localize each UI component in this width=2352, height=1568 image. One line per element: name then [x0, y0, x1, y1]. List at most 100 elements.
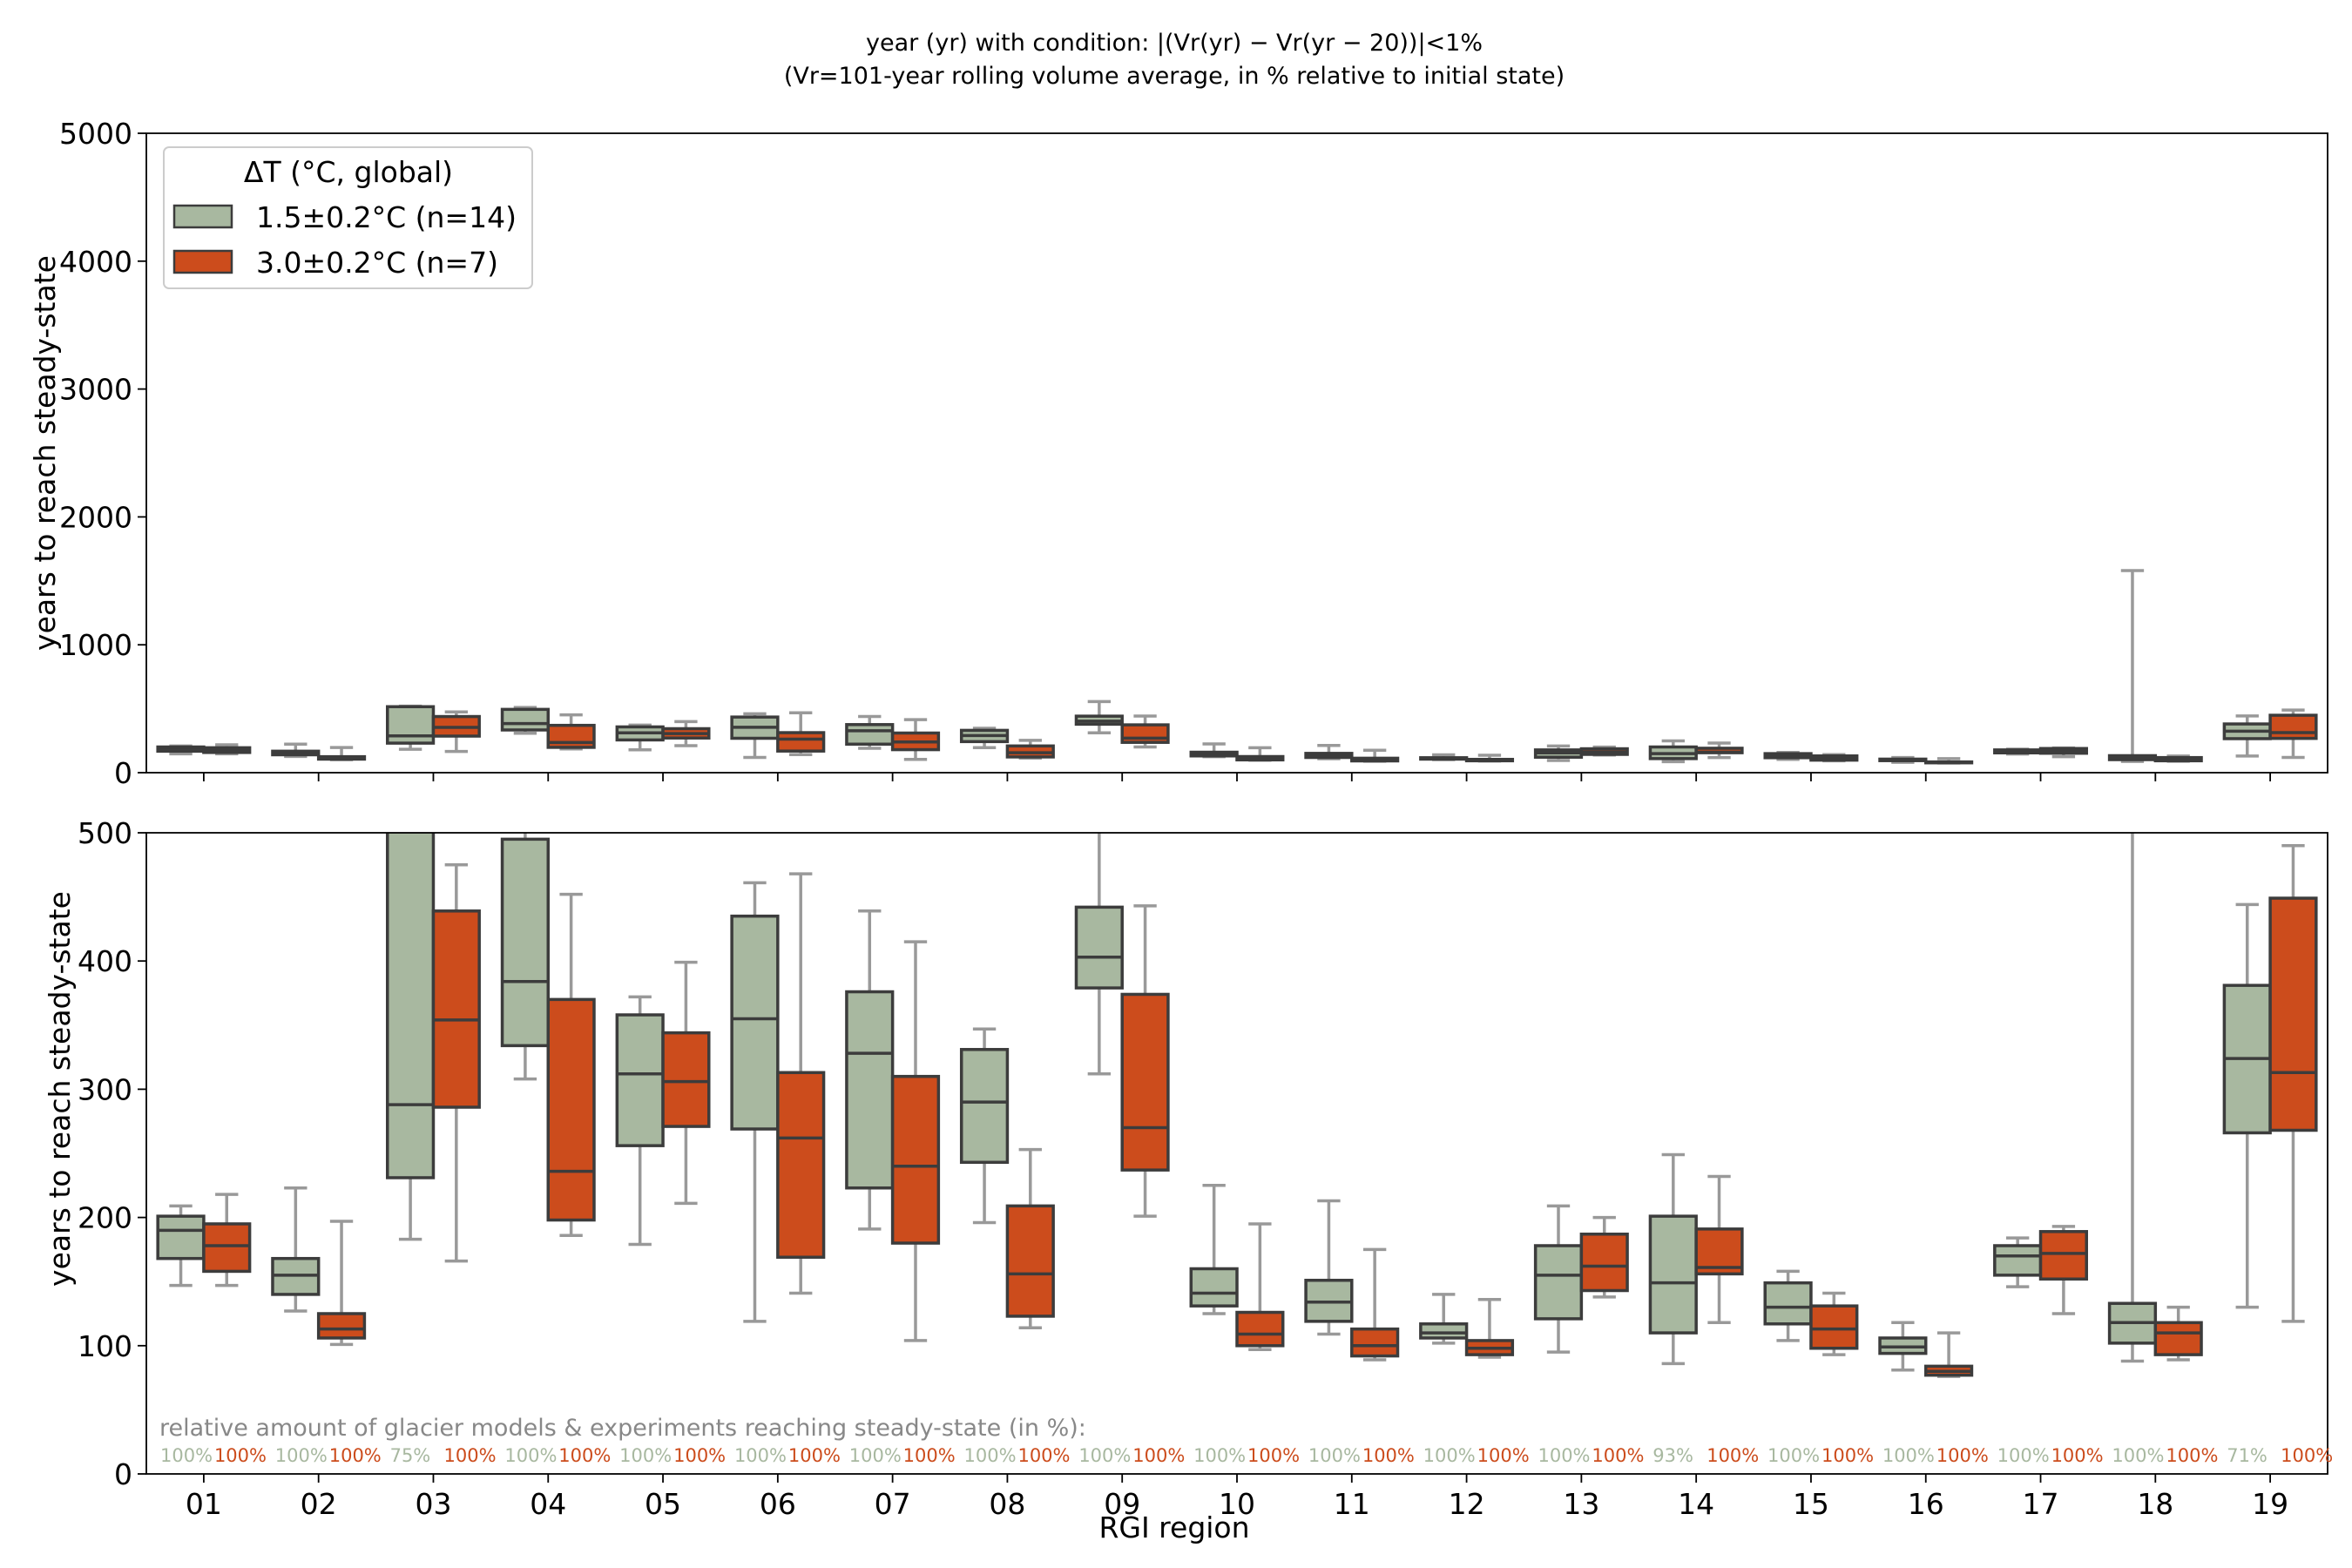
- steady-state-annotation: relative amount of glacier models & expe…: [159, 1415, 1086, 1442]
- percent-label: 100%: [1308, 1445, 1361, 1466]
- x-tick-label: 02: [301, 1487, 337, 1521]
- percent-label: 71%: [2227, 1445, 2268, 1466]
- box-iqr: [2038, 1230, 2088, 1281]
- box-iqr: [1005, 1204, 1055, 1318]
- percent-label: 100%: [1592, 1445, 1644, 1466]
- y-tick-label: 0: [114, 756, 132, 790]
- y-tick-label: 1000: [59, 628, 132, 662]
- box-iqr: [431, 909, 481, 1109]
- percent-label: 100%: [1538, 1445, 1590, 1466]
- box-iqr: [386, 833, 436, 1179]
- legend: ΔT (°C, global) 1.5±0.2°C (n=14) 3.0±0.2…: [163, 146, 533, 289]
- x-tick-label: 05: [645, 1487, 681, 1521]
- box-iqr: [959, 1048, 1010, 1165]
- box-iqr: [1235, 1310, 1285, 1348]
- y-axis-label-bottom: years to reach steady-state: [43, 891, 77, 1287]
- percent-label: 100%: [1882, 1445, 1935, 1466]
- x-tick-label: 14: [1678, 1487, 1714, 1521]
- x-tick-label: 09: [1104, 1487, 1140, 1521]
- percent-label: 100%: [903, 1445, 956, 1466]
- box-iqr: [615, 1013, 665, 1147]
- percent-label: 100%: [2166, 1445, 2218, 1466]
- x-tick-label: 01: [186, 1487, 222, 1521]
- y-tick-label: 400: [78, 944, 132, 978]
- box-iqr: [890, 1074, 941, 1245]
- legend-swatch-green: [172, 204, 233, 229]
- box-iqr: [730, 914, 780, 1131]
- percent-label: 100%: [214, 1445, 267, 1466]
- box-iqr: [1419, 1322, 1469, 1340]
- x-axis-label: RGI region: [1098, 1511, 1249, 1544]
- box-iqr: [661, 1031, 711, 1128]
- legend-entry-green: 1.5±0.2°C (n=14): [256, 200, 517, 234]
- percent-label: 100%: [1997, 1445, 2050, 1466]
- box-iqr: [546, 997, 596, 1222]
- legend-entry-orange: 3.0±0.2°C (n=7): [256, 246, 498, 280]
- x-tick-label: 15: [1793, 1487, 1829, 1521]
- percent-label: 100%: [849, 1445, 902, 1466]
- box-iqr: [546, 723, 596, 749]
- box-iqr: [316, 1312, 367, 1340]
- y-tick-label: 3000: [59, 373, 132, 407]
- y-axis-label-top: years to reach steady-state: [28, 255, 62, 651]
- box-iqr: [845, 990, 895, 1190]
- y-tick-label: 300: [78, 1072, 132, 1106]
- x-tick-label: 11: [1334, 1487, 1370, 1521]
- box-iqr: [2268, 896, 2318, 1132]
- x-tick-label: 12: [1449, 1487, 1485, 1521]
- percent-label: 100%: [964, 1445, 1017, 1466]
- percent-label: 100%: [1193, 1445, 1246, 1466]
- percent-label: 100%: [734, 1445, 787, 1466]
- y-tick-label: 0: [114, 1457, 132, 1491]
- y-tick-label: 100: [78, 1329, 132, 1363]
- x-tick-label: 18: [2137, 1487, 2173, 1521]
- bottom-panel: 0 100 200 300 400 500 01 02 03 04 05 06 07 08 09 10 11 12…: [78, 816, 2333, 1521]
- legend-frame: [163, 146, 533, 289]
- percent-label: 100%: [275, 1445, 328, 1466]
- plot-area: [156, 569, 2318, 765]
- percent-label: 100%: [1017, 1445, 1070, 1466]
- x-tick-label: 17: [2023, 1487, 2059, 1521]
- box-iqr: [1993, 1244, 2043, 1277]
- x-tick-label: 06: [760, 1487, 796, 1521]
- percent-label: 100%: [2051, 1445, 2104, 1466]
- percent-label: 100%: [788, 1445, 841, 1466]
- percent-label: 100%: [1936, 1445, 1989, 1466]
- percent-label: 100%: [1423, 1445, 1476, 1466]
- box-iqr: [1120, 723, 1170, 744]
- percent-label: 100%: [1132, 1445, 1185, 1466]
- percent-label: 100%: [2281, 1445, 2333, 1466]
- x-tick-label: 19: [2252, 1487, 2288, 1521]
- box-iqr: [1809, 1304, 1859, 1350]
- percent-label: 100%: [1707, 1445, 1759, 1466]
- box-iqr: [386, 705, 436, 745]
- box-iqr: [776, 1071, 826, 1259]
- percent-label: 100%: [1767, 1445, 1820, 1466]
- box-iqr: [156, 1214, 206, 1260]
- box-iqr: [2268, 713, 2318, 740]
- percent-label: 100%: [673, 1445, 726, 1466]
- x-tick-label: 13: [1563, 1487, 1599, 1521]
- box-iqr: [1533, 1244, 1584, 1321]
- chart-title-line1: year (yr) with condition: |(Vr(yr) − Vr(…: [866, 30, 1483, 57]
- percent-label: 100%: [160, 1445, 213, 1466]
- percent-label: 100%: [504, 1445, 557, 1466]
- box-iqr: [500, 837, 551, 1048]
- box-iqr: [500, 707, 551, 732]
- x-tick-label: 16: [1908, 1487, 1944, 1521]
- x-tick-label: 10: [1219, 1487, 1255, 1521]
- box-iqr: [1189, 1267, 1239, 1308]
- percent-label: 100%: [329, 1445, 382, 1466]
- y-tick-label: 5000: [59, 117, 132, 151]
- percent-label: 100%: [1078, 1445, 1131, 1466]
- y-tick-label: 4000: [59, 245, 132, 279]
- chart-title-line2: (Vr=101-year rolling volume average, in …: [784, 63, 1565, 90]
- percent-label: 100%: [444, 1445, 497, 1466]
- x-tick-label: 04: [530, 1487, 566, 1521]
- box-iqr: [202, 1222, 252, 1274]
- percent-label: 93%: [1652, 1445, 1693, 1466]
- y-tick-label: 200: [78, 1201, 132, 1235]
- percent-label: 100%: [2112, 1445, 2164, 1466]
- percent-label: 100%: [1247, 1445, 1300, 1466]
- percent-label: 75%: [390, 1445, 431, 1466]
